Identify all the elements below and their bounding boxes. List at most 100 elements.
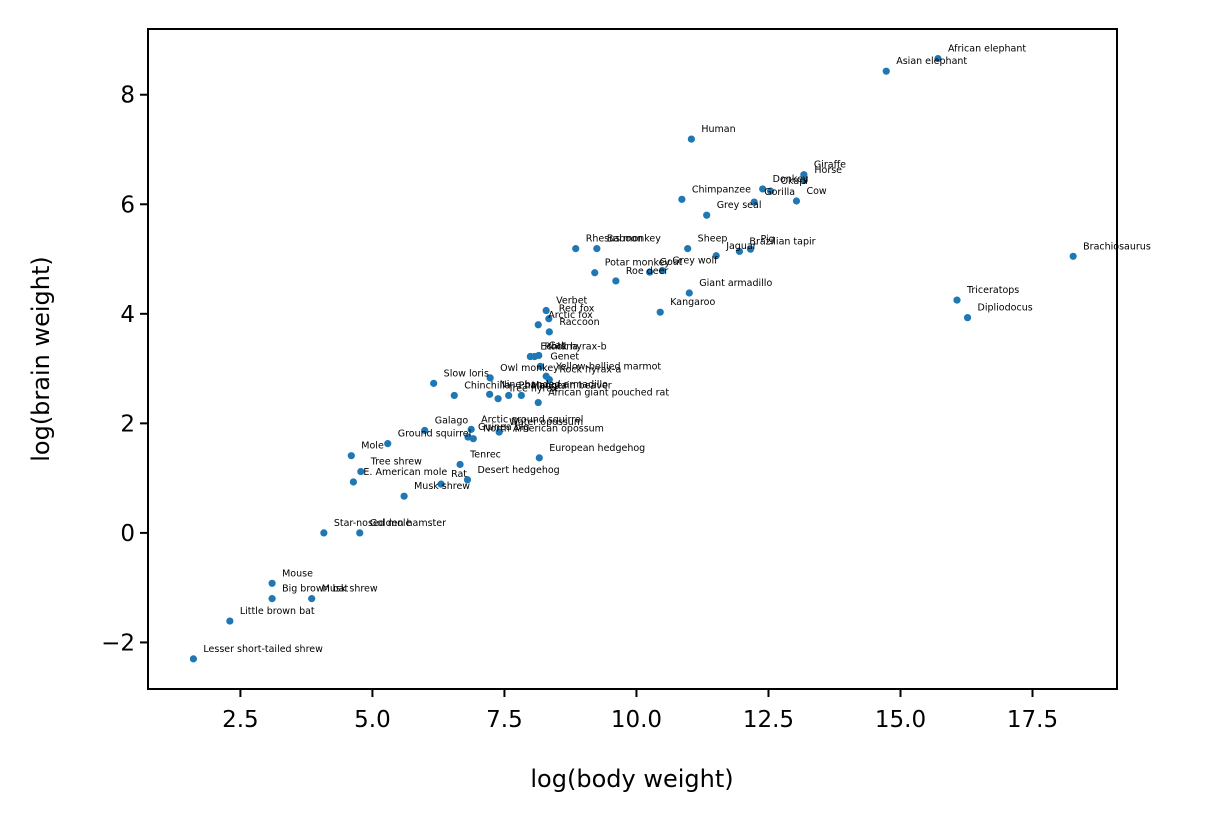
y-axis: −2 0 2 4 6 8 (101, 83, 148, 656)
point-label: Tenrec (469, 449, 501, 460)
point-label: Potar monkey (605, 258, 671, 269)
data-point (463, 476, 472, 484)
data-point (934, 54, 942, 63)
point-label: Dipliodocus (978, 303, 1033, 314)
y-tick-label: 0 (120, 521, 135, 547)
data-point (494, 395, 502, 403)
data-point (591, 269, 599, 277)
x-tick-label: 17.5 (1007, 707, 1058, 733)
data-point (268, 579, 276, 587)
point-label: Kangaroo (670, 297, 715, 308)
point-label: Mouse (282, 568, 313, 579)
y-tick-label: 6 (120, 192, 135, 218)
data-point (536, 362, 544, 370)
data-point (1069, 252, 1077, 260)
point-label: African elephant (948, 44, 1026, 55)
data-point (450, 391, 458, 400)
point-label: Musk shrew (322, 584, 378, 595)
data-point (685, 289, 693, 297)
data-point (735, 247, 744, 255)
data-point (678, 195, 686, 203)
data-point (356, 529, 364, 537)
point-label: European hedgehog (549, 443, 645, 454)
point-label: Musk shrew (414, 481, 470, 492)
point-label: Grey seal (717, 200, 762, 211)
point-label: Sheep (698, 234, 728, 245)
data-point (505, 391, 513, 400)
point-label: Giant armadillo (699, 278, 772, 289)
point-label: Goat (660, 257, 683, 268)
point-label: Phalanger (519, 380, 567, 391)
x-tick-label: 10.0 (611, 707, 662, 733)
point-label: Mountain beaver (531, 380, 611, 391)
point-label: Galago (435, 415, 469, 426)
point-label: Water opossum (509, 417, 583, 428)
data-point (712, 252, 720, 260)
data-point (226, 617, 234, 625)
data-point (517, 391, 525, 400)
data-point (530, 352, 539, 361)
point-label: Rock hyrax-b (545, 342, 607, 353)
data-point (792, 197, 801, 205)
point-label: Arctic ground squirrel (481, 414, 583, 425)
data-point (750, 198, 758, 206)
data-point (687, 135, 695, 143)
data-point (534, 321, 542, 329)
point-label: Chimpanzee (692, 184, 751, 195)
data-point (703, 211, 711, 219)
point-label: Verbet (556, 296, 587, 307)
data-point (456, 460, 464, 469)
point-label: Roe deer (626, 266, 669, 277)
data-point (759, 185, 767, 193)
data-point (766, 187, 775, 195)
point-label: Red fox (559, 304, 595, 315)
y-tick-label: 2 (120, 411, 135, 437)
data-point (308, 595, 316, 603)
data-point (535, 454, 543, 462)
data-point (430, 379, 438, 387)
data-point (572, 245, 580, 253)
data-points (189, 54, 1077, 663)
point-label: Guinea pig (478, 422, 529, 433)
data-point (612, 277, 620, 285)
point-label: Gorilla (764, 187, 795, 198)
data-point (545, 315, 553, 323)
data-point (800, 176, 808, 184)
point-label: Tree shrew (370, 457, 422, 468)
point-label: Brachiosaurus (1083, 241, 1151, 252)
data-point (486, 390, 494, 398)
data-point (268, 595, 276, 603)
data-point (542, 306, 550, 315)
point-label: Pig (761, 234, 775, 245)
point-label: Little brown bat (240, 606, 315, 617)
point-label: Rhesus monkey (586, 234, 662, 245)
data-point (495, 428, 503, 436)
y-axis-title: log(brain weight) (27, 256, 55, 462)
point-label: Genet (550, 351, 579, 362)
point-label: Chinchilla (464, 380, 510, 391)
x-tick-label: 15.0 (875, 707, 926, 733)
point-label: Giraffe (814, 160, 846, 171)
data-point (963, 314, 972, 322)
data-point (347, 452, 355, 460)
x-axis: 2.5 5.0 7.5 10.0 12.5 15.0 17.5 (222, 689, 1058, 733)
point-label: Slow loris (444, 368, 489, 379)
data-point (437, 480, 445, 488)
data-point (421, 426, 429, 435)
point-label: Ground squirrel (398, 429, 472, 440)
point-label: Desert hedgehog (477, 465, 559, 476)
point-label: Mole (361, 441, 384, 452)
point-label: Grey wolf (672, 256, 718, 267)
point-label: Rat (451, 469, 467, 480)
data-point (545, 375, 553, 384)
data-point (384, 440, 392, 448)
y-tick-label: 4 (120, 302, 135, 328)
point-label: Donkey (773, 174, 809, 185)
data-point (658, 266, 666, 275)
point-label: Horse (814, 165, 842, 176)
data-point (545, 328, 553, 336)
point-label: Big brown bat (282, 584, 348, 595)
data-point (800, 171, 808, 179)
